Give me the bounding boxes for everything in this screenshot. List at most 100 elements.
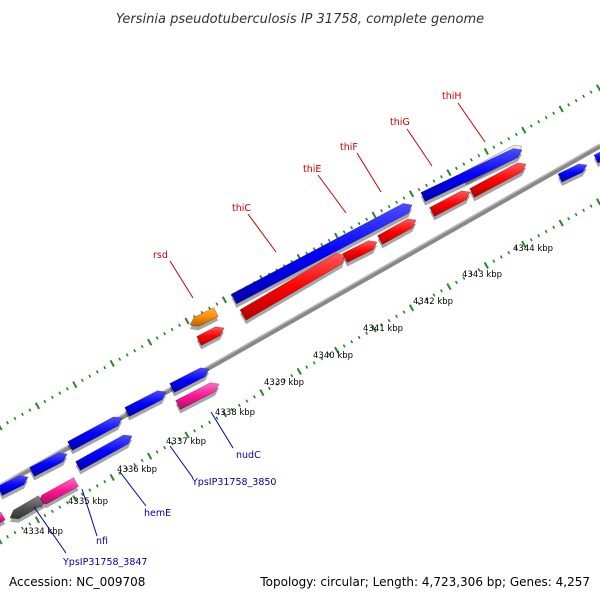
tick-mark [72,495,78,503]
tick-mark [305,365,309,369]
tick-mark [327,352,331,357]
tick-mark [342,230,346,234]
tick-mark [252,395,256,399]
cds-red-long [239,253,346,321]
tick-mark [432,179,436,183]
gene-label-thiC: thiC [232,203,251,214]
tick-mark [43,399,47,404]
tick-mark [21,412,24,416]
cds-red-5 [469,162,527,198]
upper-tick-track [0,84,600,431]
tick-mark [65,387,69,391]
tick-mark [170,327,174,332]
tick-mark [221,410,228,418]
tick-mark [454,166,458,171]
tick-mark [312,361,316,365]
feature-grey [9,495,44,520]
tick-mark [208,420,211,424]
tick-mark [440,289,443,293]
top-gene-labels: rsd thiC thiE thiF thiG thiH [153,91,462,261]
topology-text: Topology: circular; Length: 4,723,306 bp… [259,575,590,589]
tick-mark [290,373,294,378]
tick-mark [402,310,406,314]
tick-mark [163,332,167,336]
tick-mark [95,370,99,374]
tick-mark [215,302,219,306]
leader-top-3 [356,152,382,193]
tick-mark [88,488,92,492]
tick-mark [13,530,17,535]
tick-mark [80,492,84,497]
tick-mark [507,250,511,255]
tick-mark [230,293,234,298]
scale-label-4336-kbp: 4336 kbp [117,465,157,475]
gene-label-YpsIP31758_3847: YpsIP31758_3847 [62,557,147,568]
tick-mark [6,535,9,539]
tick-mark [103,365,107,370]
tick-mark [43,513,47,518]
bottom-gene-labels: YpsIP31758_3847 nfi hemE YpsIP31758_3850 nud… [62,450,276,568]
cds-blue-a [169,367,210,393]
cds-blue-c [29,452,68,477]
leader-bottom-2 [119,471,147,507]
tick-mark [529,238,533,242]
tick-mark [21,526,24,530]
cds-blue-d [0,475,29,496]
scale-label-4337-kbp: 4337 kbp [166,437,206,447]
scale-label-4338-kbp: 4338 kbp [215,408,255,418]
tick-mark [408,190,415,198]
tick-mark [13,416,17,421]
tick-mark [454,280,458,285]
tick-mark [521,240,527,248]
scale-label-4339-kbp: 4339 kbp [264,378,304,388]
tick-mark [477,267,481,272]
tick-mark [537,120,541,124]
leader-bottom-3 [169,445,194,479]
tick-mark [170,441,174,446]
leader-bottom-1 [81,488,98,537]
tick-mark [380,323,384,327]
tick-mark [582,208,586,212]
tick-mark [147,338,153,346]
tick-mark [296,367,302,375]
gene-label-thiE: thiE [303,164,321,175]
tick-mark [221,296,228,304]
leader-top-1 [247,213,277,253]
tick-mark [259,389,265,397]
leader-top-2 [317,174,347,214]
scale-label-4335-kbp: 4335 kbp [68,497,108,507]
gene-label-rsd: rsd [153,250,168,261]
scale-label-4343-kbp: 4343 kbp [462,270,502,280]
tick-mark [357,221,361,226]
rna-pink-nudC [175,382,220,410]
tick-mark [387,204,391,209]
tick-mark [184,431,190,439]
tick-mark [109,359,115,367]
tick-mark [350,340,354,344]
gene-label-thiF: thiF [340,142,358,153]
lower-tick-track [0,198,600,545]
scale-label-4340-kbp: 4340 kbp [313,351,353,361]
tick-mark [469,158,473,162]
tick-mark [365,217,369,221]
tick-mark [582,94,586,98]
tick-mark [133,462,137,467]
tick-mark [88,374,92,378]
gene-label-hemE: hemE [144,508,171,519]
tick-mark [267,386,271,391]
tick-mark [200,424,204,429]
tick-mark [589,90,593,94]
tick-mark [155,336,159,340]
tick-mark [103,479,107,484]
tick-mark [0,538,3,545]
tick-mark [365,331,369,335]
gene-label-YpsIP31758_3850: YpsIP31758_3850 [191,477,276,488]
tick-mark [72,381,78,389]
label-leaders [33,102,486,554]
tick-mark [552,225,556,229]
tick-mark [208,306,211,310]
cds-right-edge [557,163,588,183]
cds-thiG [420,148,523,202]
tick-mark [350,226,354,230]
accession-text: Accession: NC_009708 [9,575,145,589]
